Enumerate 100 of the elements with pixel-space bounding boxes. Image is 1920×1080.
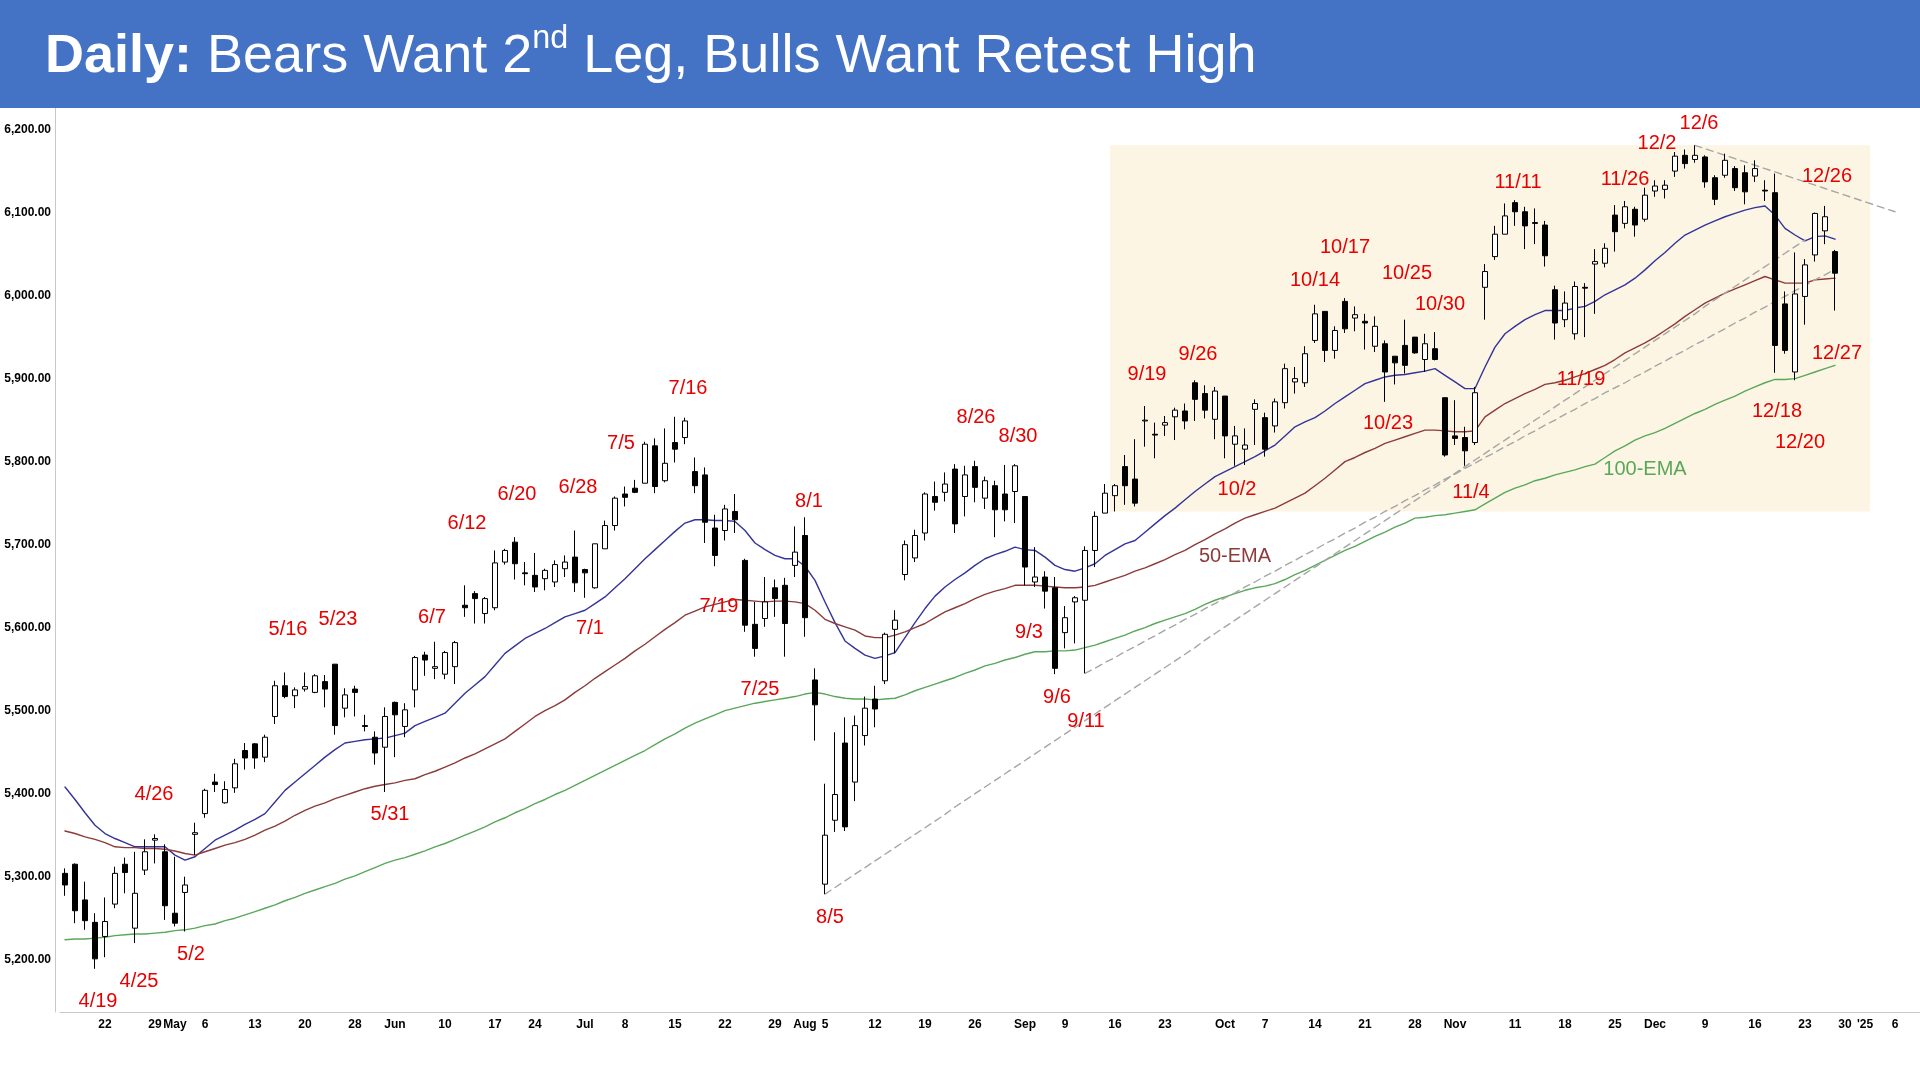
candlestick	[1322, 310, 1328, 363]
candlestick	[302, 671, 308, 693]
candlestick	[1562, 290, 1568, 328]
candlestick	[392, 701, 398, 758]
candlestick	[552, 559, 558, 588]
candlestick	[1502, 202, 1508, 235]
candlestick	[1802, 258, 1808, 326]
x-tick-label: 10	[438, 1017, 452, 1031]
candlestick	[1542, 220, 1548, 268]
annotation: 8/26	[956, 405, 996, 427]
candlestick	[1572, 280, 1578, 341]
candlestick	[1372, 315, 1378, 353]
annotation: 9/6	[1043, 685, 1071, 707]
y-tick-label: 6,200.00	[4, 121, 52, 136]
candlestick	[1112, 483, 1118, 512]
annotation: 5/16	[268, 617, 308, 639]
candlestick	[732, 493, 738, 534]
candlestick	[532, 552, 538, 593]
candlestick	[1432, 331, 1438, 361]
y-tick-label: 5,700.00	[4, 536, 52, 551]
annotation: 9/26	[1178, 342, 1218, 364]
candlestick	[1772, 173, 1778, 374]
candlestick	[1482, 263, 1488, 321]
candlestick	[72, 862, 78, 924]
candlestick	[972, 460, 978, 503]
annotation: 11/4	[1452, 480, 1490, 502]
x-tick-label: 15	[668, 1017, 682, 1031]
annotation: 6/12	[447, 511, 487, 533]
candlestick	[1492, 225, 1498, 261]
candlestick	[152, 833, 158, 864]
candlestick	[1062, 605, 1068, 649]
candlestick	[542, 568, 548, 591]
candlestick	[1242, 427, 1248, 466]
candlestick	[1472, 386, 1478, 446]
x-tick-label: 12	[868, 1017, 882, 1031]
candlestick	[1352, 305, 1358, 332]
candlestick	[1192, 379, 1198, 422]
header-banner: Daily: Bears Want 2$^{nd}$ Leg, Bulls Want Retest High	[0, 0, 1920, 108]
candlestick	[432, 641, 438, 680]
candlestick	[792, 525, 798, 578]
candlestick	[762, 576, 768, 628]
candlestick	[932, 481, 938, 512]
candlestick	[592, 543, 598, 590]
candlestick	[502, 548, 508, 566]
annotation: 10/14	[1289, 268, 1341, 290]
chart-title: Daily: Bears Want 2$^{nd}$ Leg, Bulls Want Retest High	[45, 18, 1257, 84]
x-tick-label: Jul	[576, 1017, 594, 1031]
candlestick	[1412, 336, 1418, 355]
x-tick-label: 23	[1158, 1017, 1172, 1031]
x-tick-label: 28	[1408, 1017, 1422, 1031]
candlestick	[1012, 463, 1018, 524]
candlestick	[92, 912, 98, 970]
candlestick	[1262, 412, 1268, 458]
candlestick	[742, 558, 748, 633]
candlestick	[292, 686, 298, 709]
candlestick	[112, 866, 118, 909]
candlestick	[1142, 405, 1148, 448]
candlestick	[332, 663, 338, 736]
line-series	[1694, 144, 1896, 213]
candlestick	[1732, 165, 1738, 192]
annotation: 12/26	[1801, 164, 1853, 186]
candlestick	[222, 780, 228, 805]
x-tick-label: 17	[488, 1017, 502, 1031]
candlestick	[662, 427, 668, 483]
candlestick	[102, 896, 108, 958]
candlestick	[1662, 179, 1668, 199]
x-tick-label: Nov	[1443, 1017, 1467, 1031]
candlestick	[212, 773, 218, 793]
candlestick	[1202, 384, 1208, 419]
y-tick-label: 6,100.00	[4, 204, 52, 219]
candlestick	[312, 673, 318, 694]
candlestick	[1722, 153, 1728, 179]
candlestick	[1612, 204, 1618, 253]
annotation: 5/2	[177, 942, 205, 964]
x-tick-label: 28	[348, 1017, 362, 1031]
annotation: 9/3	[1015, 620, 1043, 642]
annotation: 6/7	[418, 605, 446, 627]
y-tick-label: 6,000.00	[4, 287, 52, 302]
candlestick	[1422, 333, 1428, 373]
candlestick	[1072, 595, 1078, 644]
annotation: 6/28	[558, 475, 598, 497]
annotation: 10/23	[1362, 411, 1414, 433]
annotation: 7/5	[607, 431, 635, 453]
annotation: 11/11	[1494, 170, 1542, 192]
candlestick	[352, 685, 358, 717]
x-tick-label: 20	[298, 1017, 312, 1031]
candlestick	[442, 650, 448, 680]
annotation: 4/25	[119, 969, 159, 991]
candlestick	[1402, 319, 1408, 375]
x-tick-label: 19	[918, 1017, 932, 1031]
x-tick-label: '25	[1856, 1017, 1874, 1031]
candlestick	[1442, 397, 1448, 458]
candlestick	[1762, 179, 1768, 202]
x-tick-label: 30	[1838, 1017, 1852, 1031]
y-tick-label: 5,500.00	[4, 702, 52, 717]
candlestick	[262, 734, 268, 763]
annotation: 4/26	[134, 782, 174, 804]
candlestick	[642, 441, 648, 484]
annotation: 7/1	[576, 616, 604, 638]
candlestick	[752, 601, 758, 658]
